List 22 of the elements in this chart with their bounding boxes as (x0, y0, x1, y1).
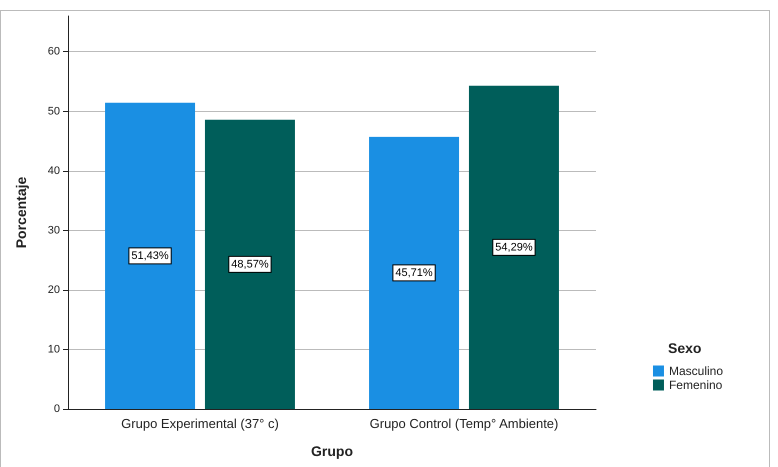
y-tick-label: 20 (48, 284, 60, 296)
data-label: 51,43% (131, 250, 169, 262)
x-tick-label: Grupo Control (Temp° Ambiente) (370, 416, 558, 431)
legend-label: Masculino (668, 364, 724, 378)
y-tick-label: 10 (48, 343, 60, 356)
y-axis-title: Porcentaje (13, 176, 29, 248)
y-tick-label: 30 (48, 224, 60, 236)
y-tick-label: 0 (54, 403, 60, 415)
x-axis-title: Grupo (311, 443, 353, 459)
y-tick-label: 60 (48, 46, 60, 58)
data-label: 45,71% (395, 266, 433, 279)
y-tick-label: 50 (48, 105, 60, 118)
bar (105, 102, 196, 409)
legend-label: Femenino (668, 378, 723, 392)
data-label: 54,29% (495, 241, 533, 254)
x-tick-label: Grupo Experimental (37° c) (121, 416, 279, 431)
bar (369, 136, 460, 409)
bar (468, 86, 559, 409)
data-label: 48,57% (231, 258, 269, 270)
y-tick-label: 40 (48, 164, 60, 177)
bar (204, 120, 295, 409)
legend-title: Sexo (668, 340, 702, 356)
